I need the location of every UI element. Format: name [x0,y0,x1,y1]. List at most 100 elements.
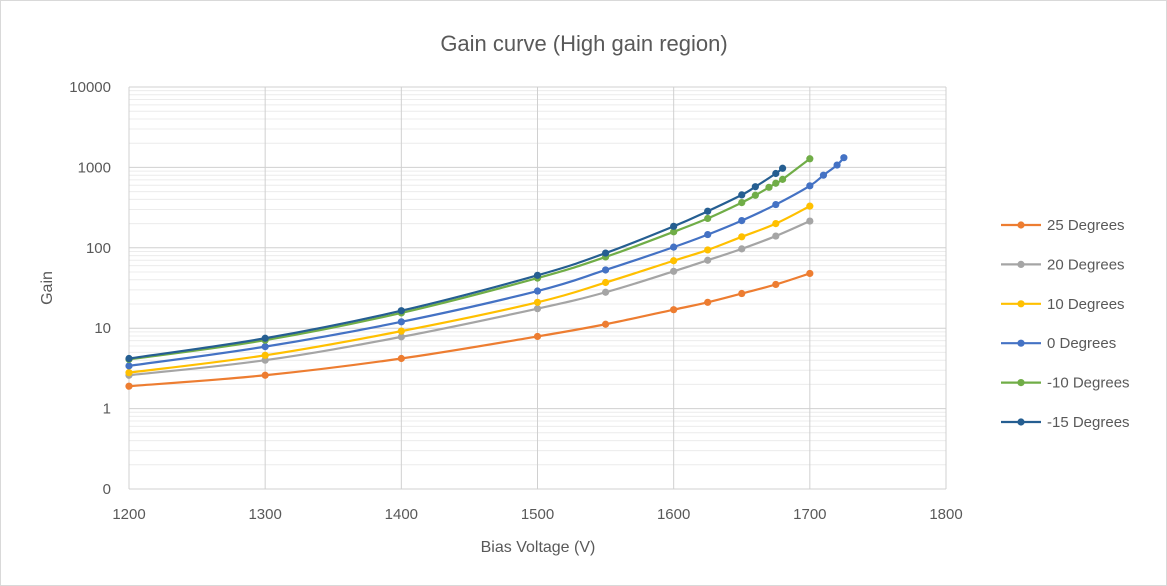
x-tick-label: 1500 [521,506,554,523]
data-point [704,207,712,215]
series-6 [125,164,787,363]
data-point [670,243,678,251]
data-point [601,288,610,296]
series-1 [125,269,814,390]
data-point [670,222,678,230]
data-point [397,307,405,315]
legend-swatch-marker [1017,221,1025,229]
legend-swatch-marker [1017,300,1025,308]
data-point [738,233,746,241]
legend-item: 0 Degrees [1001,335,1116,352]
data-point [601,249,610,257]
data-point [738,245,746,253]
data-point [601,320,610,328]
x-tick-label: 1600 [657,506,690,523]
y-tick-label: 100 [86,240,111,257]
chart-title: Gain curve (High gain region) [440,31,727,56]
data-point [772,200,780,209]
series-line [128,167,784,360]
data-point [806,269,814,278]
series-3 [125,202,814,377]
legend-item: 20 Degrees [1001,256,1125,273]
data-point [806,155,814,163]
legend-item: 10 Degrees [1001,296,1125,313]
data-point [261,371,269,379]
data-point [533,287,542,295]
data-point [806,217,814,225]
data-point [738,216,746,225]
data-point [772,169,780,178]
data-point [840,154,848,162]
legend-label: 20 Degrees [1047,256,1125,273]
y-tick-label: 1000 [78,159,111,176]
legend-label: 25 Degrees [1047,217,1125,234]
data-point [806,202,814,210]
y-tick-label: 1 [103,401,111,418]
data-point [601,266,610,274]
legend-swatch-marker [1017,418,1025,426]
series-2 [125,217,814,379]
data-point [533,298,542,306]
data-point [261,334,269,342]
legend-item: 25 Degrees [1001,217,1125,234]
data-point [125,354,133,363]
series-4 [125,154,848,370]
data-point [772,219,780,228]
data-point [670,306,678,314]
data-point [772,232,780,240]
data-point [533,305,542,313]
data-point [779,175,787,183]
legend-swatch-marker [1017,339,1025,347]
legend-swatch-marker [1017,260,1025,268]
data-point [125,382,133,390]
data-point [704,298,712,306]
x-tick-label: 1300 [248,506,281,523]
data-point [772,179,780,187]
legend-label: -15 Degrees [1047,414,1130,431]
legend-item: -10 Degrees [1001,375,1130,392]
data-point [397,354,405,363]
data-point [670,267,678,275]
legend-swatch-marker [1017,379,1025,387]
data-point [533,271,542,279]
data-point [397,333,405,341]
data-point [751,183,759,191]
legend: 25 Degrees 20 Degrees 10 Degrees 0 Degrees -… [1001,217,1130,431]
data-point [397,327,405,335]
data-point [738,198,746,207]
y-axis-title: Gain [39,271,56,305]
y-tick-label: 0 [103,481,111,498]
data-point [704,230,712,239]
data-point [125,369,133,377]
data-point [806,182,814,190]
data-point [751,191,759,199]
data-point [833,161,841,169]
x-tick-label: 1800 [929,506,962,523]
data-point [397,318,405,326]
legend-label: 0 Degrees [1047,335,1116,352]
data-point [261,343,269,351]
data-point [765,183,773,191]
data-point [772,280,780,289]
data-point [670,228,678,236]
data-point [819,171,828,179]
data-point [779,164,787,172]
data-point [704,256,712,264]
data-point [704,214,712,223]
x-tick-label: 1700 [793,506,826,523]
x-axis-title: Bias Voltage (V) [481,539,596,556]
data-point [738,191,746,199]
series-line [128,156,845,367]
data-point [261,351,269,359]
data-point [125,362,133,370]
data-point [704,246,712,254]
x-axis-ticks: 1200 1300 1400 1500 1600 1700 1800 [112,506,962,523]
data-point [738,289,746,298]
series-line [128,272,811,388]
x-tick-label: 1400 [385,506,418,523]
y-tick-label: 10000 [69,79,111,96]
series-layer [125,154,848,390]
x-tick-label: 1200 [112,506,145,523]
